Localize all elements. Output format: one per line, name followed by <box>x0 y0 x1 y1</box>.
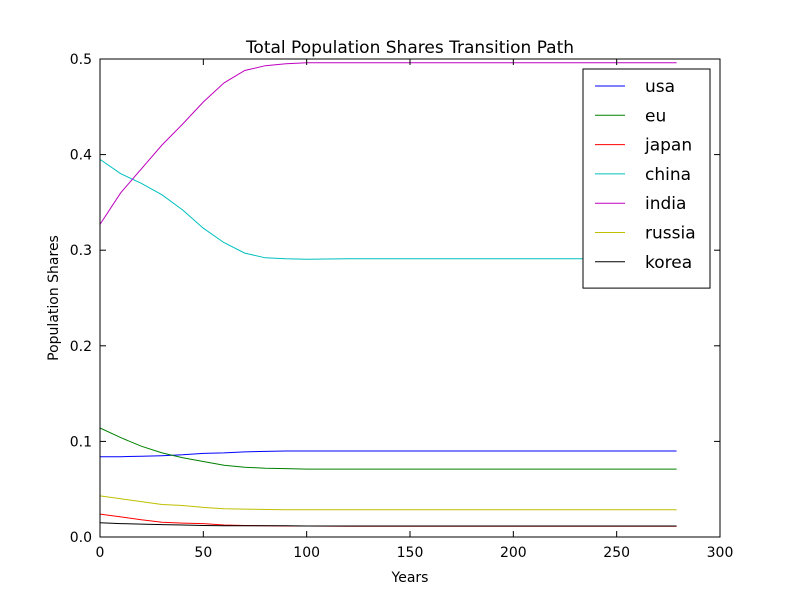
legend-label-russia: russia <box>645 224 696 244</box>
legend-label-korea: korea <box>645 253 692 273</box>
x-axis-label: Years <box>391 570 429 586</box>
y-tick-label: 0.5 <box>70 52 92 68</box>
x-tick-label: 0 <box>96 545 105 561</box>
axis-ticks: 0 50 100 150 200 250 300 0.0 0.1 0.2 0.3 0.4 0.5 <box>70 52 734 561</box>
x-tick-label: 200 <box>500 545 527 561</box>
y-tick-label: 0.0 <box>70 530 92 546</box>
series-line-eu <box>99 427 677 470</box>
legend-label-india: india <box>645 194 686 214</box>
y-tick-label: 0.2 <box>70 339 92 355</box>
legend: usa eu japan china india russia korea <box>582 68 711 289</box>
series-line-usa <box>100 450 677 458</box>
legend-label-usa: usa <box>645 77 675 97</box>
x-tick-label: 150 <box>397 545 424 561</box>
y-tick-label: 0.1 <box>70 434 92 450</box>
series-line-japan <box>99 513 677 527</box>
y-axis-label: Population Shares <box>46 235 62 361</box>
y-tick-label: 0.4 <box>70 148 92 164</box>
legend-label-japan: japan <box>644 136 692 156</box>
y-tick-label: 0.3 <box>70 243 92 259</box>
series-line-russia <box>99 495 677 511</box>
legend-box <box>582 68 711 289</box>
legend-label-eu: eu <box>645 106 666 126</box>
x-tick-label: 50 <box>194 545 212 561</box>
chart-title: Total Population Shares Transition Path <box>245 38 574 58</box>
series-line-india <box>99 62 677 225</box>
x-tick-label: 250 <box>603 545 630 561</box>
series-line-korea <box>99 522 677 527</box>
legend-label-china: china <box>645 165 691 185</box>
series-line-china <box>99 158 677 260</box>
plot-lines <box>99 62 677 527</box>
x-tick-label: 100 <box>293 545 320 561</box>
x-tick-label: 300 <box>707 545 734 561</box>
